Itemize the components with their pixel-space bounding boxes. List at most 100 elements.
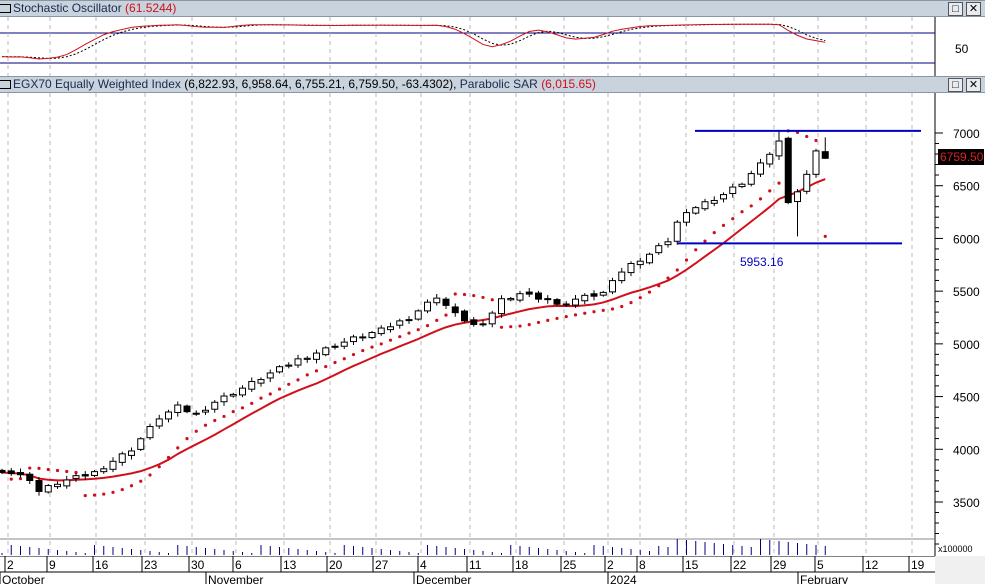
sar-dot [166, 455, 171, 460]
sar-dot [657, 284, 661, 288]
price-tick-label: 7000 [953, 127, 980, 141]
sar-label: Parabolic SAR [459, 77, 538, 91]
sar-dot [546, 318, 550, 322]
candle-body [683, 212, 690, 223]
sar-dot [55, 468, 60, 473]
sar-dot [435, 318, 439, 322]
candle-body [461, 310, 468, 322]
month-label: December [416, 573, 471, 584]
candle-body [35, 479, 43, 492]
price-tick-label: 4500 [953, 391, 980, 405]
sar-dot [305, 373, 309, 377]
candle-body [738, 183, 746, 188]
support-level-label: 5953.16 [740, 255, 784, 269]
candle-body [812, 150, 820, 175]
candle-body [387, 326, 394, 331]
sar-dot [351, 352, 356, 357]
sar-dot [148, 473, 152, 477]
stochastic-title: Stochastic Oscillator [13, 1, 122, 15]
sar-dot [18, 477, 23, 481]
sar-dot [222, 414, 226, 419]
candle-body [609, 280, 616, 293]
day-label: 13 [283, 558, 297, 572]
sar-dot [111, 490, 115, 494]
candle-body [239, 387, 246, 396]
price-tick-label: 6500 [953, 180, 980, 194]
candle-body [553, 299, 561, 305]
price-tick-label: 3500 [953, 496, 980, 510]
day-label: 25 [563, 558, 577, 572]
candle-body [81, 474, 89, 477]
sar-dot [564, 314, 568, 319]
candle-body [229, 393, 237, 397]
candle-body [720, 194, 727, 200]
sar-dot [777, 181, 781, 185]
candle-body [303, 357, 311, 360]
sar-dot [638, 296, 642, 300]
price-chart[interactable]: x100000 7000 6500 6000 5500 5000 4500 4000 3500… [0, 93, 985, 556]
day-label: 30 [191, 558, 205, 572]
close-stochastic-button[interactable]: ✕ [966, 2, 981, 16]
volume-unit: x100000 [938, 544, 973, 554]
candle-body [424, 301, 431, 312]
candle-body [368, 332, 376, 339]
sar-dot [277, 387, 282, 391]
candle-body [7, 470, 15, 475]
candle-body [599, 291, 607, 296]
sar-dot [268, 392, 272, 396]
candle-body [220, 395, 228, 403]
sar-dot [194, 429, 198, 433]
sar-dot [462, 292, 467, 297]
candle-body [581, 294, 589, 302]
candle-body [63, 479, 71, 487]
close-price-button[interactable]: ✕ [966, 78, 981, 92]
sar-dot [416, 328, 420, 332]
candle-body [618, 271, 626, 282]
candle-body [44, 485, 52, 493]
candle-body [747, 173, 755, 185]
candle-body [479, 323, 487, 326]
pane-icon [0, 4, 11, 13]
sar-dot [610, 307, 615, 311]
candle-body [331, 345, 339, 348]
candle-body [183, 405, 191, 413]
candle-body [118, 453, 126, 463]
sar-dot [647, 290, 652, 294]
candle-body [636, 260, 644, 266]
sar-dot [425, 324, 430, 328]
candle-body [544, 298, 552, 301]
candle-body [396, 320, 404, 326]
candle-body [442, 298, 450, 306]
candle-body [17, 472, 24, 476]
candle-body [488, 312, 496, 325]
sar-dot [823, 234, 827, 238]
sar-dot [481, 295, 485, 300]
candle-body [276, 366, 283, 373]
sar-dot [231, 410, 235, 414]
sar-dot [287, 382, 291, 386]
candle-body [794, 191, 801, 203]
sar-dot [555, 316, 559, 321]
day-label: 19 [911, 558, 925, 572]
month-label: October [2, 573, 45, 584]
candle-body [91, 471, 98, 476]
candle-body [137, 438, 145, 450]
maximize-price-button[interactable]: □ [948, 78, 963, 92]
sar-value: (6,015.65) [541, 77, 596, 91]
sar-dot [592, 310, 596, 314]
sar-dot [583, 311, 587, 315]
sar-dot [203, 423, 208, 427]
sar-dot [509, 325, 513, 329]
sar-dot [573, 313, 578, 317]
sar-dot [703, 239, 707, 243]
stochastic-d-line [1, 23, 826, 59]
maximize-stochastic-button[interactable]: □ [948, 2, 963, 16]
candle-body [0, 469, 6, 473]
sar-dot [92, 493, 97, 497]
candle-body [72, 475, 80, 479]
sar-dot [712, 231, 716, 235]
sar-dot [814, 138, 818, 143]
candle-body [155, 418, 163, 427]
candle-body [498, 298, 505, 315]
sar-dot [185, 437, 189, 441]
